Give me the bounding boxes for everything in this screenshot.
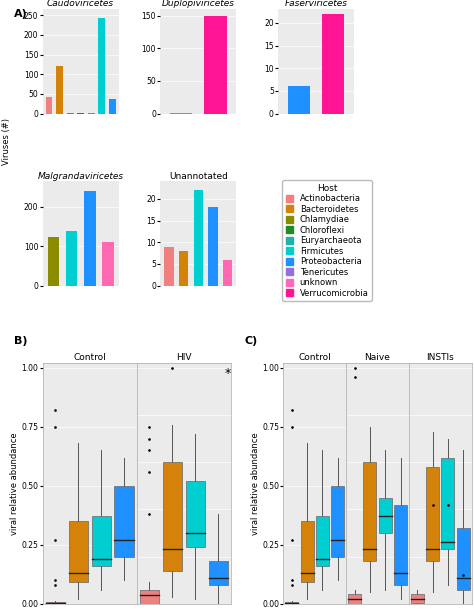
Title: INSTIs: INSTIs (427, 354, 454, 362)
Y-axis label: viral relative abundance: viral relative abundance (9, 432, 18, 535)
Bar (164, 246, 174, 286)
Bar (301, 521, 314, 583)
Bar (208, 208, 218, 286)
Bar (109, 99, 116, 113)
Bar (115, 486, 134, 556)
Bar (69, 521, 88, 583)
Bar (179, 251, 189, 286)
Title: Unannotated: Unannotated (169, 172, 228, 180)
Title: Duplopiviricetes: Duplopiviricetes (162, 0, 235, 9)
Title: Control: Control (73, 354, 106, 362)
Title: HIV: HIV (176, 354, 191, 362)
Bar (56, 67, 63, 113)
Bar (84, 191, 96, 286)
Bar (186, 481, 205, 547)
Bar (441, 458, 455, 549)
Text: A): A) (14, 9, 28, 19)
Bar (209, 561, 228, 585)
Bar (163, 462, 182, 570)
Bar (331, 486, 344, 556)
Bar (204, 16, 227, 113)
Bar (379, 498, 392, 533)
Bar (91, 516, 111, 566)
Bar (394, 505, 407, 585)
Bar (288, 86, 310, 113)
Bar (316, 516, 329, 566)
Bar (411, 594, 424, 603)
Y-axis label: viral relative abundance: viral relative abundance (251, 432, 260, 535)
Bar (193, 190, 203, 286)
Bar (322, 14, 345, 113)
Text: C): C) (244, 336, 257, 346)
Bar (348, 594, 361, 604)
Bar (102, 243, 114, 286)
Bar (46, 97, 53, 113)
Text: *: * (225, 367, 231, 380)
Bar (66, 230, 77, 286)
Text: B): B) (14, 336, 27, 346)
Bar (98, 18, 105, 113)
Bar (285, 602, 298, 603)
Title: Caudoviricetes: Caudoviricetes (47, 0, 114, 9)
Bar (47, 237, 59, 286)
Bar (46, 602, 65, 603)
Title: Control: Control (299, 354, 331, 362)
Title: Naive: Naive (365, 354, 391, 362)
Bar (223, 259, 232, 286)
Bar (457, 529, 470, 590)
Title: Faserviricetes: Faserviricetes (284, 0, 347, 9)
Bar (140, 590, 159, 604)
Title: Malgrandaviricetes: Malgrandaviricetes (37, 172, 124, 180)
Text: Viruses (#): Viruses (#) (2, 118, 11, 165)
Bar (426, 467, 439, 561)
Legend: Actinobacteria, Bacteroidetes, Chlamydiae, Chloroflexi, Euryarchaeota, Firmicute: Actinobacteria, Bacteroidetes, Chlamydia… (282, 180, 372, 301)
Bar (364, 462, 376, 561)
